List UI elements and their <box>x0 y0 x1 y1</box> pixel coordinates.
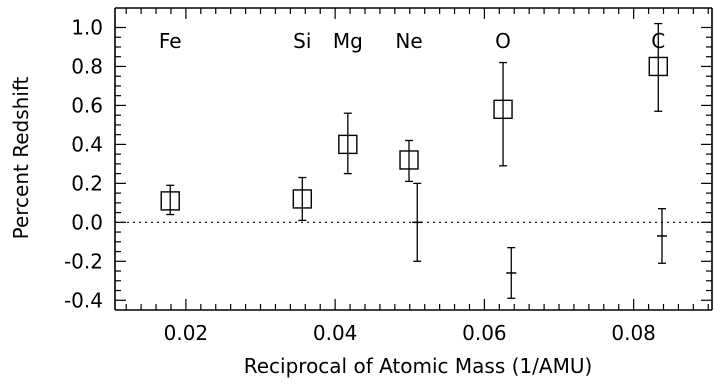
x-tick-label: 0.04 <box>313 321 358 345</box>
x-tick-label: 0.08 <box>611 321 656 345</box>
y-tick-label: 0.2 <box>71 171 103 195</box>
square-data-point <box>292 189 313 209</box>
square-data-point <box>648 56 668 77</box>
plot-frame <box>114 7 713 311</box>
axis-titles: Reciprocal of Atomic Mass (1/AMU) Percen… <box>9 76 592 378</box>
y-tick-label: 0.8 <box>71 54 103 78</box>
y-axis-title: Percent Redshift <box>9 76 33 239</box>
square-data-point <box>399 150 419 170</box>
x-tick-label: 0.02 <box>164 321 209 345</box>
y-tick-label: -0.4 <box>64 288 103 312</box>
data-series <box>160 22 668 299</box>
x-axis-title: Reciprocal of Atomic Mass (1/AMU) <box>244 354 593 378</box>
y-tick-label: 0.6 <box>71 93 103 117</box>
x-tick-label: 0.06 <box>462 321 507 345</box>
element-label-o: O <box>495 29 511 53</box>
square-data-point <box>160 191 180 211</box>
y-tick-label: 0.4 <box>71 132 103 156</box>
square-data-point <box>493 99 513 120</box>
y-tick-label: 1.0 <box>71 15 103 39</box>
element-label-ne: Ne <box>395 29 422 53</box>
y-axis-ticks: -0.4 -0.2 0.0 0.2 0.4 0.6 0.8 1.0 <box>64 15 712 312</box>
element-labels: Fe Si Mg Ne O C <box>159 29 665 53</box>
y-tick-label: 0.0 <box>71 210 103 234</box>
element-label-si: Si <box>293 29 311 53</box>
square-data-point <box>338 134 358 155</box>
y-tick-label: -0.2 <box>64 249 103 273</box>
element-label-mg: Mg <box>333 29 363 53</box>
x-axis-ticks: 0.02 0.04 0.06 0.08 <box>125 8 709 345</box>
element-label-fe: Fe <box>159 29 182 53</box>
